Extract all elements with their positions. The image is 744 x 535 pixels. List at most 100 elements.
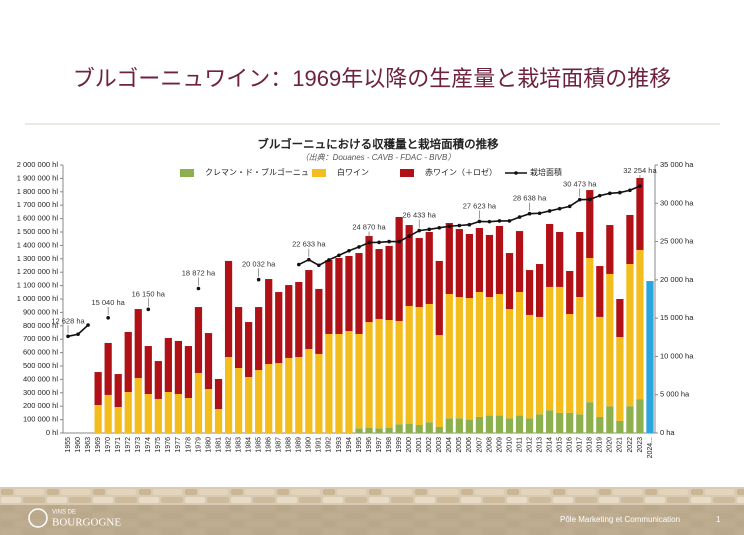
x-tick-label: 1984: [245, 437, 252, 453]
x-tick-label: 2009: [496, 437, 503, 453]
bar: [355, 253, 363, 334]
y-tick-label: 1 100 000 hl: [17, 281, 59, 290]
area-label: 27 623 ha: [463, 201, 497, 210]
area-point: [146, 307, 151, 312]
area-point: [367, 240, 371, 245]
area-point: [487, 219, 492, 224]
bar: [154, 361, 162, 399]
bar: [445, 223, 453, 295]
area-point: [577, 197, 582, 202]
bar: [345, 331, 353, 433]
x-tick-label: 1982: [225, 437, 232, 453]
x-tick-label: 1992: [326, 437, 333, 453]
bar: [626, 214, 634, 265]
bar: [435, 260, 443, 336]
y2-tick-label: 10 000 ha: [660, 351, 694, 360]
area-point: [608, 191, 612, 196]
bar: [255, 370, 263, 433]
bar: [285, 285, 293, 358]
y-tick-label: 300 000 hl: [23, 388, 58, 397]
y-tick-label: 1 700 000 hl: [17, 200, 59, 209]
area-point: [437, 225, 442, 230]
y2-tick-label: 20 000 ha: [660, 275, 694, 284]
bar: [214, 409, 223, 433]
y2-tick-label: 35 000 ha: [660, 160, 694, 169]
bar: [204, 389, 213, 433]
bar: [525, 314, 534, 419]
area-point: [317, 263, 321, 268]
y2-tick-label: 0 ha: [660, 428, 675, 437]
bar: [576, 414, 584, 433]
y-tick-label: 700 000 hl: [23, 334, 58, 343]
bar: [355, 428, 363, 433]
bar: [134, 378, 142, 433]
x-tick-label: 1990: [306, 437, 313, 453]
bar: [586, 257, 594, 403]
y-tick-label: 1 600 000 hl: [17, 214, 59, 223]
x-tick-label: 2011: [516, 437, 523, 452]
bar: [505, 418, 514, 433]
area-label: 22 633 ha: [292, 240, 326, 249]
bar: [385, 245, 393, 321]
bar: [465, 419, 473, 433]
area-point: [76, 332, 80, 337]
area-point: [106, 316, 110, 320]
x-tick-label: 2003: [436, 437, 443, 453]
x-tick-label: 1978: [185, 437, 192, 453]
legend-label: 栽培面積: [530, 167, 562, 177]
area-point: [507, 219, 512, 223]
bar: [335, 257, 343, 334]
area-point: [638, 184, 642, 188]
bar: [515, 231, 524, 293]
bar: [265, 279, 273, 364]
area-point: [407, 234, 411, 239]
bar: [375, 318, 383, 429]
bar: [636, 249, 644, 400]
bar: [395, 216, 403, 321]
x-tick-label: 2004: [446, 437, 453, 453]
bar: [305, 348, 313, 433]
x-tick-label: 2012: [526, 437, 533, 453]
legend-marker: [514, 171, 518, 175]
bar: [295, 281, 303, 358]
bar: [606, 273, 614, 407]
bar: [515, 415, 524, 433]
bar: [224, 260, 233, 358]
bar: [475, 416, 484, 433]
area-point: [327, 258, 331, 262]
x-tick-label: 1973: [135, 437, 142, 453]
x-tick-label: 1980: [205, 437, 212, 453]
x-tick-label: 1996: [366, 437, 373, 453]
bar: [335, 333, 343, 433]
x-tick-label: 2024...: [647, 437, 654, 458]
y2-tick-label: 15 000 ha: [660, 313, 694, 322]
area-label: 24 870 ha: [352, 223, 386, 232]
area-point: [477, 219, 482, 224]
bar: [184, 398, 193, 433]
x-tick-label: 2013: [536, 437, 543, 453]
area-label: 20 032 ha: [242, 260, 276, 269]
bar: [485, 234, 494, 297]
bar: [475, 292, 484, 417]
x-tick-label: 1994: [346, 437, 353, 453]
bar: [395, 320, 403, 425]
bar: [315, 288, 323, 354]
bar: [556, 232, 564, 287]
x-tick-label: 2000: [406, 437, 413, 453]
bar: [415, 424, 423, 433]
y-tick-label: 1 300 000 hl: [17, 254, 59, 263]
bar: [94, 372, 102, 405]
bar: [546, 223, 554, 287]
x-tick-label: 1955: [65, 437, 72, 453]
bar: [435, 335, 443, 427]
bar: [465, 234, 473, 299]
bar: [365, 322, 373, 428]
bar: [395, 424, 403, 433]
x-tick-label: 1977: [175, 437, 182, 453]
x-tick-label: 1979: [195, 437, 202, 453]
legend-swatch: [180, 169, 194, 177]
bar: [626, 406, 634, 433]
area-point: [397, 239, 401, 244]
area-point: [598, 193, 602, 198]
slide-title: ブルゴーニュワイン：1969年以降の生産量と栽培面積の推移: [73, 66, 672, 91]
